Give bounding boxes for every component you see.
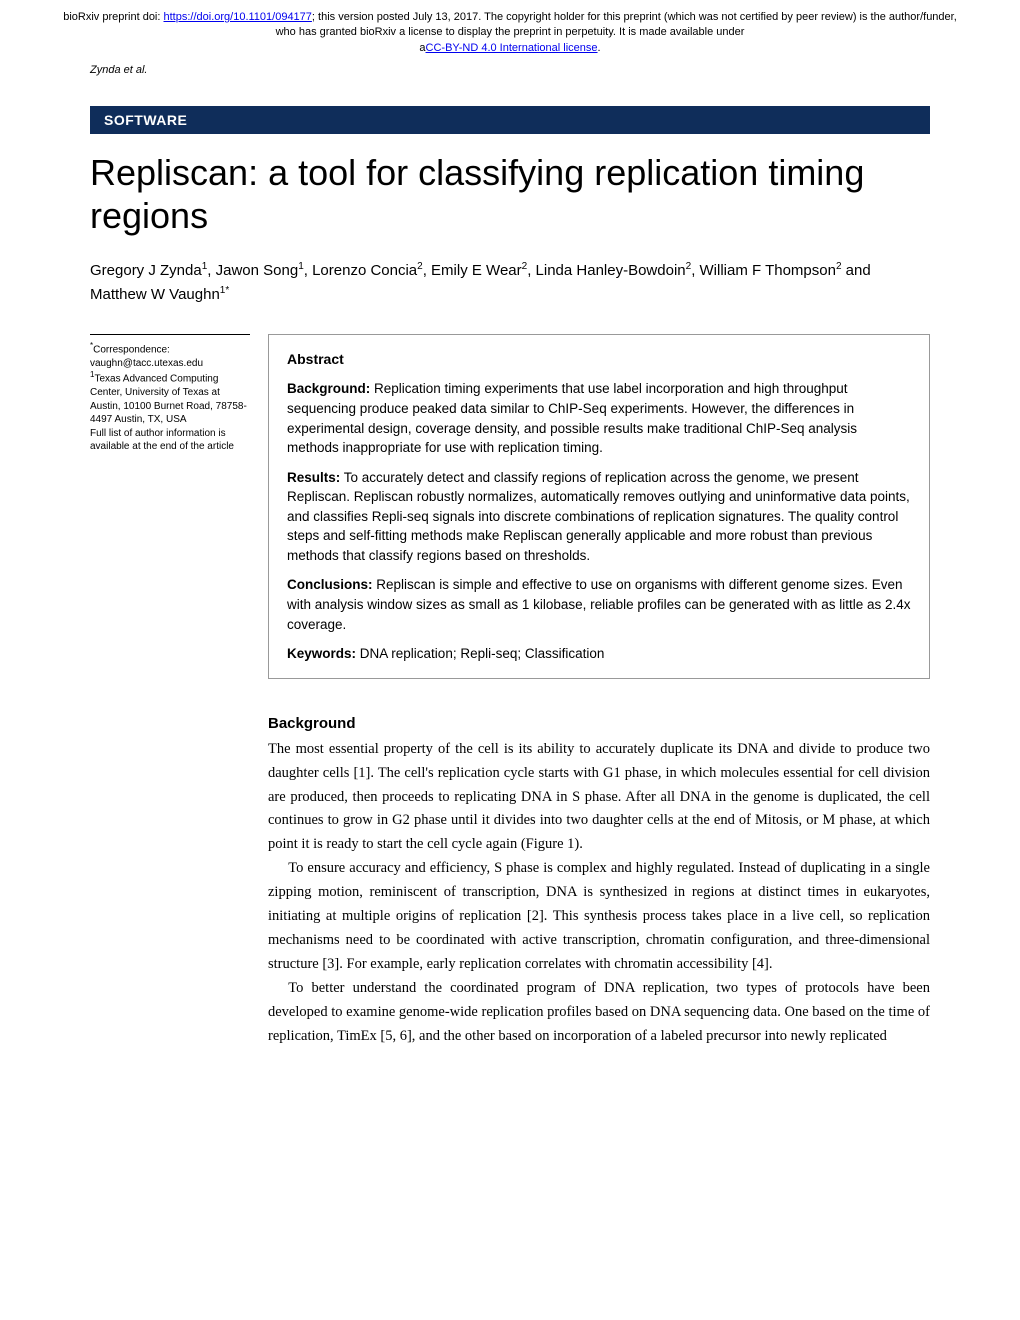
abstract-results-text: To accurately detect and classify region… <box>287 470 910 563</box>
correspondence-email: vaughn@tacc.utexas.edu <box>90 357 250 371</box>
preprint-middle: ; this version posted July 13, 2017. The… <box>276 11 957 38</box>
background-p1: The most essential property of the cell … <box>268 738 930 858</box>
license-suffix: . <box>598 42 601 54</box>
abstract-background-label: Background: <box>287 381 370 396</box>
article-title: Repliscan: a tool for classifying replic… <box>90 152 930 237</box>
preprint-notice: bioRxiv preprint doi: https://doi.org/10… <box>0 0 1020 60</box>
preprint-prefix: bioRxiv preprint doi: <box>63 11 163 23</box>
abstract-background: Background: Replication timing experimen… <box>287 379 911 457</box>
abstract-heading: Abstract <box>287 349 911 369</box>
background-p3: To better understand the coordinated pro… <box>268 977 930 1049</box>
abstract-results-label: Results: <box>287 470 340 485</box>
abstract-keywords-label: Keywords: <box>287 646 356 661</box>
affiliation-1: 1Texas Advanced Computing Center, Univer… <box>90 370 250 426</box>
abstract-results: Results: To accurately detect and classi… <box>287 468 911 566</box>
abstract-keywords-text: DNA replication; Repli-seq; Classificati… <box>356 646 604 661</box>
background-body: The most essential property of the cell … <box>268 738 930 1049</box>
article-type-banner: SOFTWARE <box>90 106 930 134</box>
doi-link[interactable]: https://doi.org/10.1101/094177 <box>164 11 312 23</box>
correspondence-label: *Correspondence: <box>90 341 250 357</box>
abstract-background-text: Replication timing experiments that use … <box>287 381 857 455</box>
correspondence-sidebar: *Correspondence: vaughn@tacc.utexas.edu … <box>90 334 250 454</box>
abstract-conclusions-label: Conclusions: <box>287 577 373 592</box>
license-link[interactable]: CC-BY-ND 4.0 International license <box>426 42 598 54</box>
abstract-keywords: Keywords: DNA replication; Repli-seq; Cl… <box>287 644 911 664</box>
background-p2: To ensure accuracy and efficiency, S pha… <box>268 857 930 977</box>
abstract-conclusions: Conclusions: Repliscan is simple and eff… <box>287 575 911 634</box>
author-list: Gregory J Zynda1, Jawon Song1, Lorenzo C… <box>90 259 930 306</box>
author-info-note: Full list of author information is avail… <box>90 427 250 454</box>
running-head-text: Zynda et al. <box>90 64 148 76</box>
running-head: Zynda et al. <box>0 60 1020 106</box>
abstract-conclusions-text: Repliscan is simple and effective to use… <box>287 577 911 631</box>
abstract-box: Abstract Background: Replication timing … <box>268 334 930 679</box>
background-heading: Background <box>268 715 930 732</box>
